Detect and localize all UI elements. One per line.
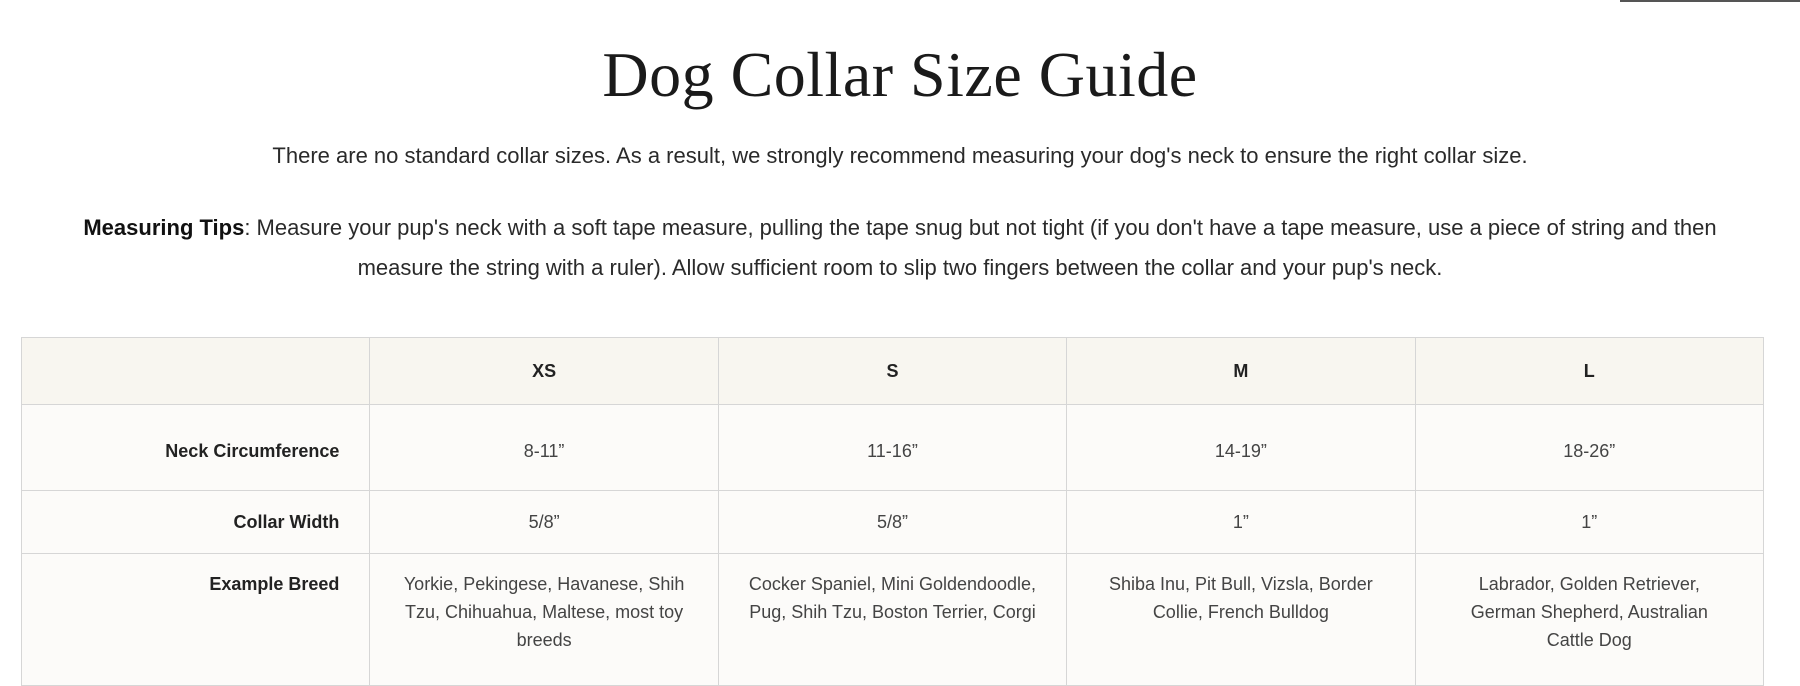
table-row: Collar Width 5/8” 5/8” 1” 1”: [20, 490, 1765, 554]
page-title: Dog Collar Size Guide: [602, 39, 1198, 110]
header-s: S: [717, 337, 1068, 405]
header-xs: XS: [369, 337, 719, 405]
tips-text: : Measure your pup's neck with a soft ta…: [244, 215, 1717, 280]
row-label: Collar Width: [20, 490, 371, 554]
table-cell: 11-16”: [717, 404, 1068, 491]
row-label: Neck Circumference: [20, 404, 371, 491]
table-cell: Shiba Inu, Pit Bull, Vizsla, Border Coll…: [1066, 553, 1416, 686]
row-label: Example Breed: [20, 553, 371, 686]
table-row: Example Breed Yorkie, Pekingese, Havanes…: [20, 553, 1765, 686]
table-header-row: XS S M L: [20, 337, 1765, 405]
measuring-tips: Measuring Tips: Measure your pup's neck …: [40, 208, 1760, 288]
table-cell: Cocker Spaniel, Mini Goldendoodle, Pug, …: [717, 553, 1068, 686]
tips-label: Measuring Tips: [83, 215, 245, 240]
top-border-line: [1620, 0, 1800, 2]
table-cell: 14-19”: [1066, 404, 1416, 491]
table-cell: 5/8”: [369, 490, 719, 554]
table-row: Neck Circumference 8-11” 11-16” 14-19” 1…: [20, 404, 1765, 491]
table-cell: 1”: [1414, 490, 1765, 554]
intro-text: There are no standard collar sizes. As a…: [272, 143, 1528, 168]
table-cell: 1”: [1066, 490, 1416, 554]
size-table: XS S M L Neck Circumference 8-11” 11-16”…: [20, 337, 1765, 686]
header-empty: [20, 337, 371, 405]
table-cell: 18-26”: [1414, 404, 1765, 491]
header-m: M: [1066, 337, 1416, 405]
header-l: L: [1414, 337, 1765, 405]
table-cell: 5/8”: [717, 490, 1068, 554]
table-cell: 8-11”: [369, 404, 719, 491]
table-cell: Yorkie, Pekingese, Havanese, Shih Tzu, C…: [369, 553, 719, 686]
table-cell: Labrador, Golden Retriever, German Sheph…: [1414, 553, 1765, 686]
